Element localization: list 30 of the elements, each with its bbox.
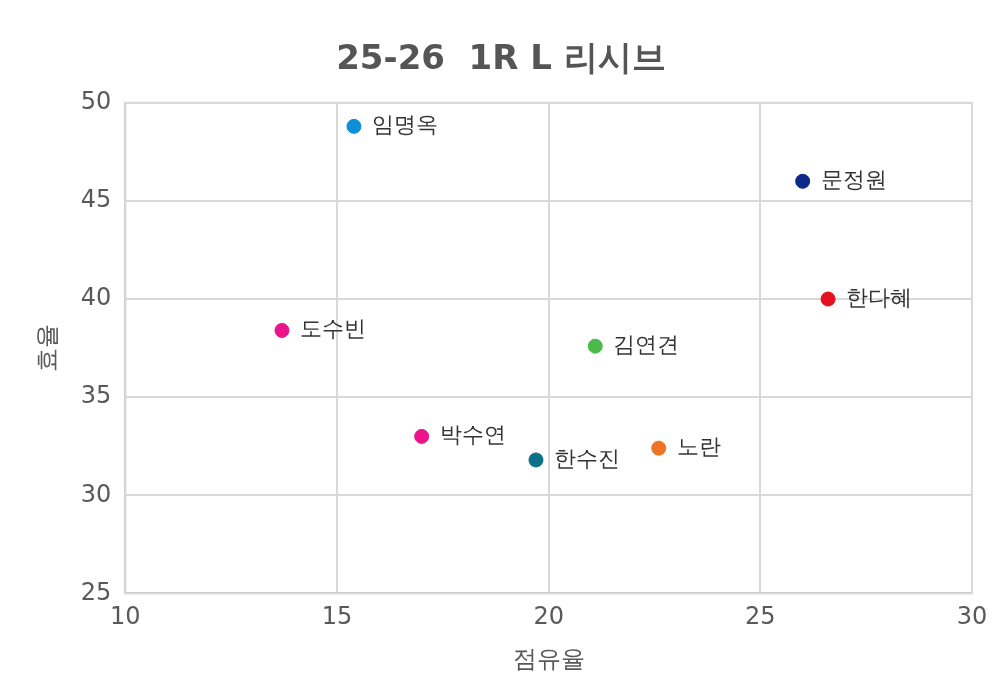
point xyxy=(274,322,290,338)
series-label: 한수진 xyxy=(553,445,620,471)
x-tick-label: 10 xyxy=(110,602,141,631)
y-tick-label: 50 xyxy=(80,87,112,116)
series-label: 한다혜 xyxy=(846,284,913,310)
y-tick-label: 35 xyxy=(80,381,112,410)
y-tick-label: 30 xyxy=(80,479,112,508)
x-tick-label: 25 xyxy=(745,602,776,631)
y-tick-label: 45 xyxy=(80,185,112,214)
x-tick-label: 15 xyxy=(321,602,353,631)
x-axis-title: 점유율 xyxy=(512,644,585,673)
series-label: 임명옥 xyxy=(371,112,438,138)
series-label: 도수빈 xyxy=(299,316,366,342)
point xyxy=(820,291,836,307)
point xyxy=(587,338,603,354)
point xyxy=(346,118,362,134)
series-label: 노란 xyxy=(676,433,721,459)
y-tick-label: 25 xyxy=(80,577,112,606)
series-label: 김연견 xyxy=(613,331,680,357)
chart-title: 25-26 1R L 리시브 xyxy=(336,37,666,78)
series-label: 박수연 xyxy=(439,422,506,448)
y-tick-label: 40 xyxy=(80,283,112,312)
point xyxy=(414,428,430,444)
x-tick-label: 20 xyxy=(533,602,564,631)
point xyxy=(651,440,667,456)
x-tick-label: 30 xyxy=(956,602,988,631)
y-axis-title: 효율 xyxy=(32,324,61,373)
series-label: 문정원 xyxy=(820,167,887,193)
point xyxy=(528,452,544,468)
point xyxy=(795,173,811,189)
